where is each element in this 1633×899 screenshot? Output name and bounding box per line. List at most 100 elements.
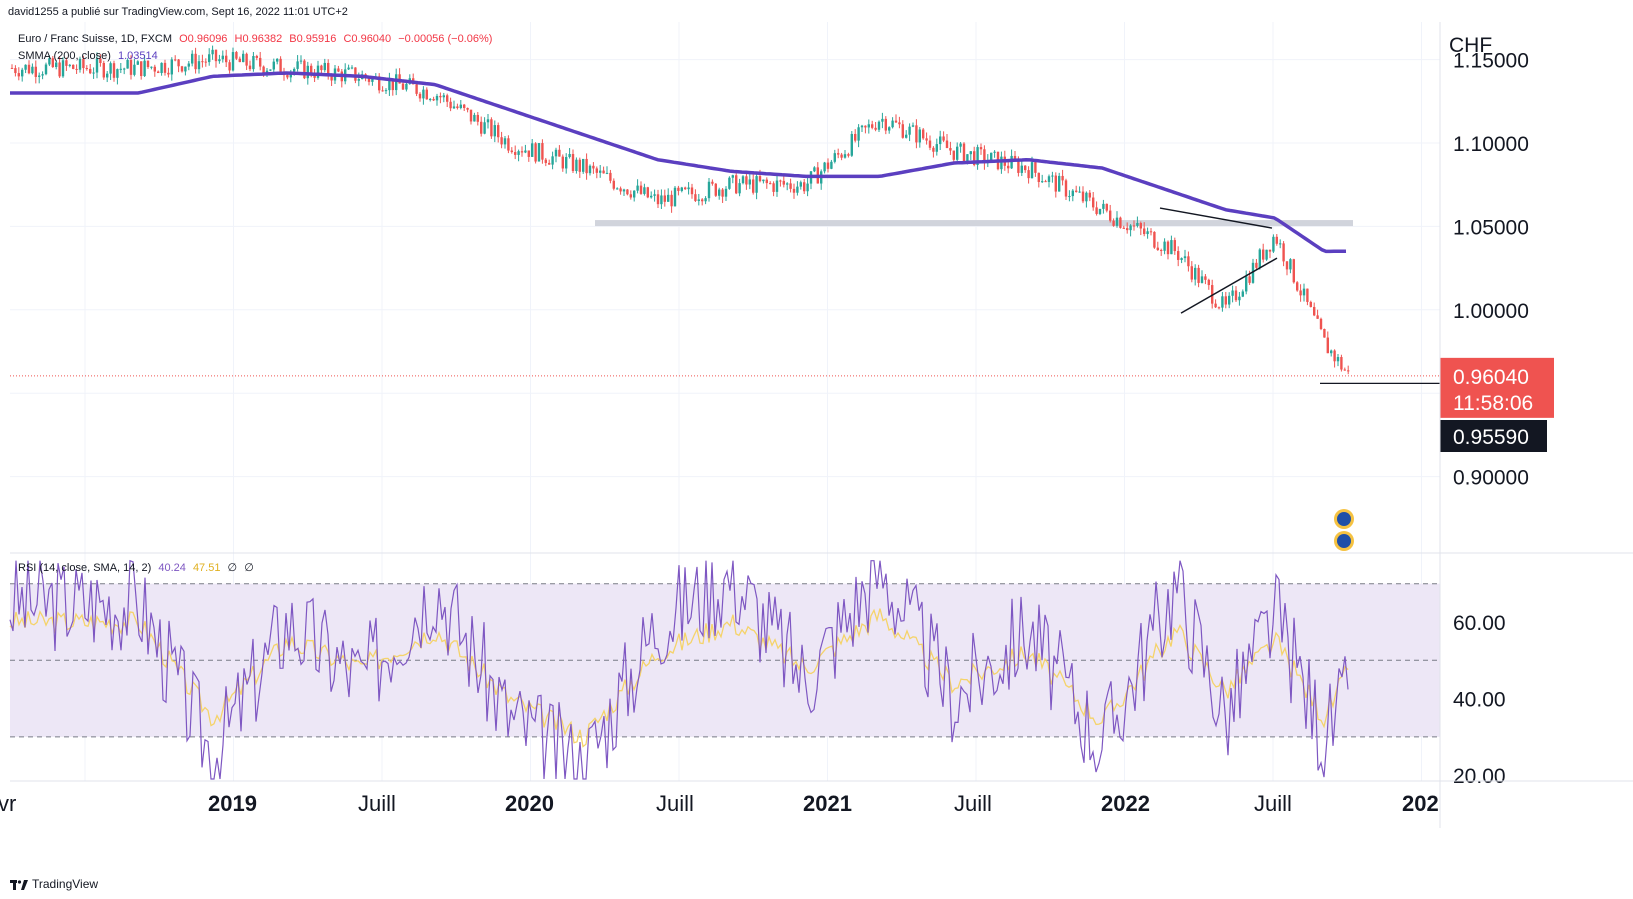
main-pane[interactable]	[10, 22, 1440, 553]
candle-body	[388, 79, 391, 91]
candle-body	[1217, 307, 1221, 309]
candle-body	[1143, 228, 1146, 235]
candle-body	[425, 89, 428, 100]
candle-body	[792, 188, 796, 193]
candle-body	[401, 83, 405, 90]
candle-body	[1204, 276, 1207, 280]
candle-body	[92, 72, 95, 74]
candle-body	[303, 60, 306, 79]
candle-body	[476, 114, 479, 122]
candle-body	[779, 180, 782, 182]
candle-body	[473, 114, 476, 122]
candle-body	[1061, 175, 1064, 181]
candle-body	[847, 154, 850, 156]
candle-body	[884, 118, 887, 131]
rsi-axis[interactable]: 60.00 40.00 20.00	[1453, 612, 1506, 788]
rsi-label: RSI (14, close, SMA, 14, 2)	[18, 562, 152, 574]
candle-body	[1306, 288, 1309, 302]
candle-body	[82, 58, 85, 69]
candle-body	[561, 156, 564, 169]
candle-body	[1347, 370, 1350, 372]
smma-legend[interactable]: SMMA (200, close) 1.03514	[18, 50, 162, 62]
candle-body	[1292, 259, 1295, 283]
candle-body	[245, 53, 248, 66]
rsi-value: 40.24	[158, 562, 186, 574]
candle-body	[578, 159, 581, 172]
candle-body	[1234, 290, 1238, 301]
candle-body	[143, 60, 146, 77]
candle-body	[636, 185, 639, 191]
candle-body	[605, 172, 609, 174]
candle-body	[1044, 181, 1047, 183]
candle-body	[524, 150, 527, 153]
candle-body	[643, 187, 646, 194]
candle-body	[551, 156, 554, 165]
candle-body	[497, 125, 500, 138]
candle-body	[126, 60, 129, 69]
candle-body	[633, 190, 636, 198]
candle-body	[724, 188, 728, 197]
symbol-name: Euro / Franc Suisse, 1D, FXCM	[18, 33, 173, 45]
legend-open: O0.96096	[179, 33, 228, 45]
candle-body	[55, 62, 58, 67]
candle-body	[762, 179, 765, 182]
candle-body	[1302, 288, 1306, 296]
candle-body	[228, 62, 231, 71]
candle-body	[833, 153, 836, 162]
candle-body	[129, 60, 133, 75]
candle-body	[146, 60, 150, 68]
candle-body	[1166, 241, 1170, 255]
candle-body	[721, 189, 724, 197]
candle-body	[527, 150, 530, 157]
candle-body	[1102, 203, 1105, 209]
candle-body	[116, 69, 119, 78]
candle-body	[320, 65, 323, 71]
candle-body	[1323, 329, 1326, 338]
legend-change: −0.00056 (−0.06%)	[398, 33, 493, 45]
candle-body	[537, 143, 541, 162]
candle-body	[813, 167, 816, 172]
candle-body	[911, 125, 915, 127]
candle-body	[262, 66, 265, 74]
candle-body	[133, 64, 136, 75]
candle-body	[962, 143, 966, 163]
candle-body	[490, 119, 493, 137]
trend-drawings[interactable]	[10, 207, 1440, 384]
candle-body	[167, 72, 170, 75]
candle-body	[1020, 165, 1023, 173]
candle-body	[378, 76, 381, 91]
candle-body	[191, 53, 194, 64]
time-tick-label: 2021	[803, 791, 852, 816]
candle-body	[748, 179, 751, 185]
candle-body	[391, 79, 394, 91]
candle-body	[1013, 155, 1017, 161]
candle-body	[255, 55, 258, 58]
candle-body	[554, 149, 558, 157]
candle-body	[1265, 249, 1268, 260]
candle-body	[269, 69, 272, 71]
candle-body	[1098, 208, 1102, 214]
rsi-legend[interactable]: RSI (14, close, SMA, 14, 2) 40.24 47.51 …	[18, 561, 258, 574]
candle-body	[1126, 228, 1129, 231]
candle-body	[252, 55, 255, 70]
price-tick-label: 0.90000	[1453, 467, 1529, 490]
symbol-legend[interactable]: Euro / Franc Suisse, 1D, FXCM O0.96096 H…	[18, 33, 496, 45]
candle-body	[99, 58, 102, 63]
candle-body	[1153, 231, 1156, 248]
event-markers[interactable]	[1334, 509, 1354, 551]
time-axis[interactable]: vr 2019 Juill 2020 Juill 2021 Juill 2022 Juill 20…	[0, 791, 1439, 816]
time-tick-label: 202	[1402, 791, 1439, 816]
candle-body	[945, 140, 949, 149]
candle-body	[1122, 227, 1125, 229]
candle-body	[89, 68, 92, 74]
candle-body	[493, 125, 496, 137]
candle-body	[85, 68, 88, 70]
candle-body	[1068, 196, 1071, 198]
candle-body	[1241, 291, 1244, 297]
candle-body	[782, 180, 785, 185]
footer-brand[interactable]: TradingView	[10, 877, 98, 891]
candle-body	[41, 74, 44, 76]
candle-body	[225, 55, 228, 63]
